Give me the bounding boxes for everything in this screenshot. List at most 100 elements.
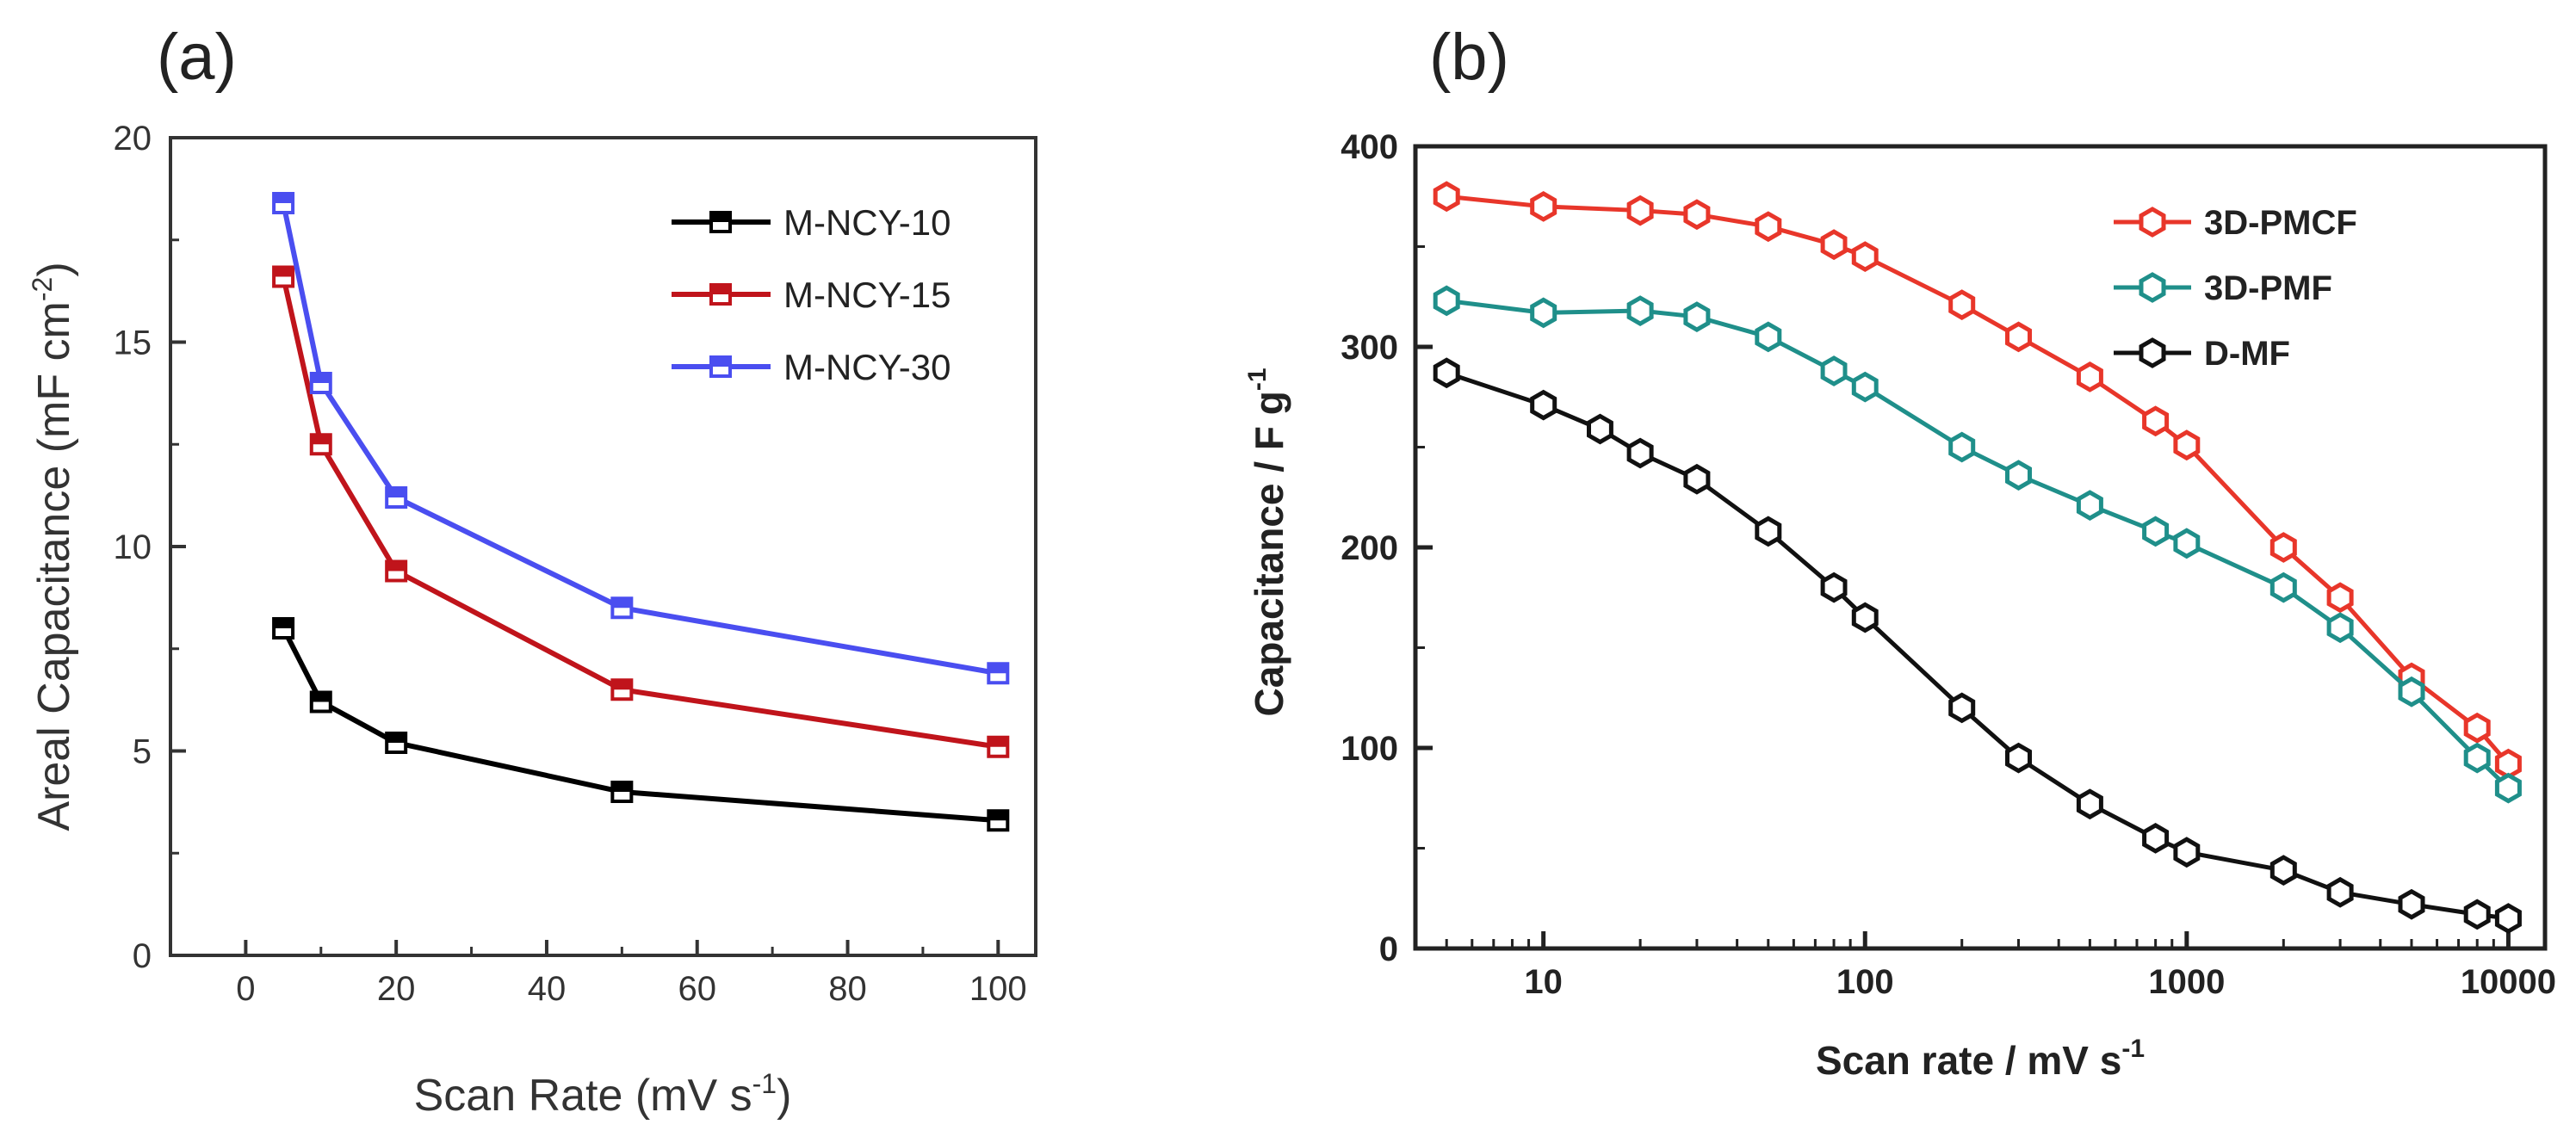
panel-a-data-point-fill — [612, 782, 632, 792]
panel-b-data-point — [1433, 357, 1460, 389]
panel-b-data-point — [2463, 742, 2491, 774]
panel-a-data-point-fill — [274, 267, 294, 277]
panel-b-series-d-mf — [1433, 357, 2522, 934]
panel-b-plot-frame — [1413, 144, 2548, 951]
panel-a-data-point-fill — [387, 488, 406, 497]
panel-a-y-tick-label: 10 — [114, 528, 152, 566]
panel-b-ticks: 10 100 1000 10000 0 100 200 300 400 — [1341, 128, 2556, 1001]
panel-a-legend-marker-fill — [711, 357, 730, 367]
panel-b-data-point — [1948, 431, 1976, 463]
panel-a-legend-marker-fill — [711, 285, 730, 294]
panel-a-y-tick-label: 5 — [133, 733, 152, 771]
panel-b-x-tick-label: 10000 — [2461, 963, 2556, 1001]
panel-b-y-tick-label: 200 — [1341, 529, 1398, 567]
panel-a-legend-entry: M-NCY-10 — [672, 202, 951, 243]
panel-a-legend-entry: M-NCY-30 — [672, 347, 951, 387]
panel-a-data-point-fill — [988, 811, 1008, 821]
panel-a-data-point-fill — [387, 733, 406, 743]
panel-b-data-point — [2463, 712, 2491, 744]
panel-b-legend-entry: 3D-PMF — [2114, 269, 2332, 307]
panel-a-x-tick-label: 80 — [828, 970, 867, 1008]
panel-a-x-tick-label: 60 — [678, 970, 716, 1008]
panel-b-data-point — [1626, 295, 1654, 326]
panel-a-legend-marker-fill — [711, 213, 730, 222]
panel-b-series-line — [1446, 298, 2511, 790]
panel-b-data-point — [1587, 413, 1613, 445]
panel-b-x-tick-label: 1000 — [2148, 963, 2225, 1001]
panel-b-data-point — [2005, 460, 2032, 491]
panel-b-data-point — [1626, 195, 1654, 226]
panel-b-data-point — [2142, 405, 2170, 437]
panel-a-series-m-ncy-15 — [272, 265, 1010, 758]
panel-b-series-line — [1446, 194, 2511, 766]
panel-a-y-axis-title: Areal Capacitance (mF cm-2) — [27, 262, 79, 831]
panel-b-data-point — [1755, 516, 1782, 547]
panel-b-data-point — [2173, 528, 2201, 559]
panel-a-plot-frame — [169, 136, 1037, 957]
panel-a-data-point-fill — [274, 194, 294, 203]
panel-b-x-tick-label: 10 — [1524, 963, 1563, 1001]
panel-b-data-point — [1530, 297, 1557, 329]
panel-b-data-point — [2494, 903, 2522, 934]
panel-b-data-point — [1626, 437, 1654, 469]
panel-b-data-point — [2326, 612, 2354, 644]
panel-a-data-point-fill — [387, 561, 406, 572]
panel-b-legend-marker — [2139, 337, 2166, 368]
panel-b-data-point — [1851, 371, 1879, 403]
panel-b-data-point — [1683, 199, 1711, 231]
panel-b-data-point — [1755, 211, 1782, 243]
panel-b-legend-entry: D-MF — [2114, 335, 2290, 373]
panel-a-y-tick-label: 0 — [133, 937, 152, 975]
panel-a-data-point-fill — [988, 664, 1008, 674]
panel-b-legend-marker — [2139, 272, 2166, 303]
panel-b-data-point — [1433, 181, 1460, 213]
panel-a-legend-label: M-NCY-30 — [783, 347, 951, 387]
panel-a-legend-label: M-NCY-15 — [783, 275, 951, 315]
panel-b-legend-label: 3D-PMCF — [2204, 204, 2357, 242]
panel-a: (a) 0 20 40 60 80 100 0 5 10 15 20 Scan Rate (mV s… — [27, 21, 1037, 1121]
panel-b-data-point — [1755, 321, 1782, 353]
panel-b-y-tick-label: 300 — [1341, 329, 1398, 367]
panel-b-data-point — [2463, 899, 2491, 930]
panel-b-y-tick-label: 0 — [1379, 930, 1398, 968]
panel-b-series — [1433, 181, 2522, 934]
panel-a-x-tick-label: 40 — [528, 970, 567, 1008]
panel-b-data-point — [2326, 876, 2354, 908]
panel-b-series-3d-pmcf — [1433, 181, 2522, 780]
panel-b-data-point — [1820, 572, 1848, 603]
panel-a-legend-entry: M-NCY-15 — [672, 275, 951, 315]
panel-a-x-tick-label: 0 — [236, 970, 255, 1008]
panel-b: (b) 10 100 1000 10000 0 100 200 300 400 Scan rat… — [1243, 21, 2556, 1083]
panel-b-data-point — [2076, 361, 2103, 392]
panel-a-series-m-ncy-30 — [272, 192, 1010, 685]
panel-b-data-point — [2173, 837, 2201, 868]
panel-b-data-point — [2076, 788, 2103, 820]
panel-b-data-point — [1530, 191, 1557, 222]
panel-b-data-point — [1851, 602, 1879, 633]
panel-a-data-point-fill — [274, 619, 294, 628]
panel-b-data-point — [1683, 301, 1711, 332]
panel-a-x-tick-label: 20 — [377, 970, 416, 1008]
panel-b-y-axis-title: Capacitance / F g-1 — [1243, 368, 1291, 716]
panel-b-data-point — [2398, 888, 2425, 920]
panel-b-data-point — [1948, 289, 1976, 320]
panel-b-data-point — [2005, 742, 2032, 774]
panel-b-data-point — [2269, 855, 2297, 886]
panel-a-x-axis-title: Scan Rate (mV s-1) — [414, 1068, 792, 1121]
panel-a-legend-label: M-NCY-10 — [783, 202, 951, 243]
panel-b-data-point — [2005, 321, 2032, 353]
panel-b-data-point — [2494, 772, 2522, 804]
panel-b-data-point — [2326, 582, 2354, 614]
panel-b-data-point — [2398, 676, 2425, 707]
panel-b-data-point — [2269, 572, 2297, 603]
panel-a-data-point-fill — [311, 435, 331, 445]
panel-b-data-point — [2142, 516, 2170, 547]
panel-b-data-point — [1820, 355, 1848, 386]
panel-a-data-point-fill — [612, 598, 632, 609]
panel-b-y-tick-label: 400 — [1341, 128, 1398, 166]
panel-b-data-point — [2269, 532, 2297, 563]
panel-a-series-line — [281, 202, 999, 677]
panel-b-legend: 3D-PMCF 3D-PMF D-MF — [2114, 204, 2357, 373]
panel-b-data-point — [1820, 229, 1848, 261]
